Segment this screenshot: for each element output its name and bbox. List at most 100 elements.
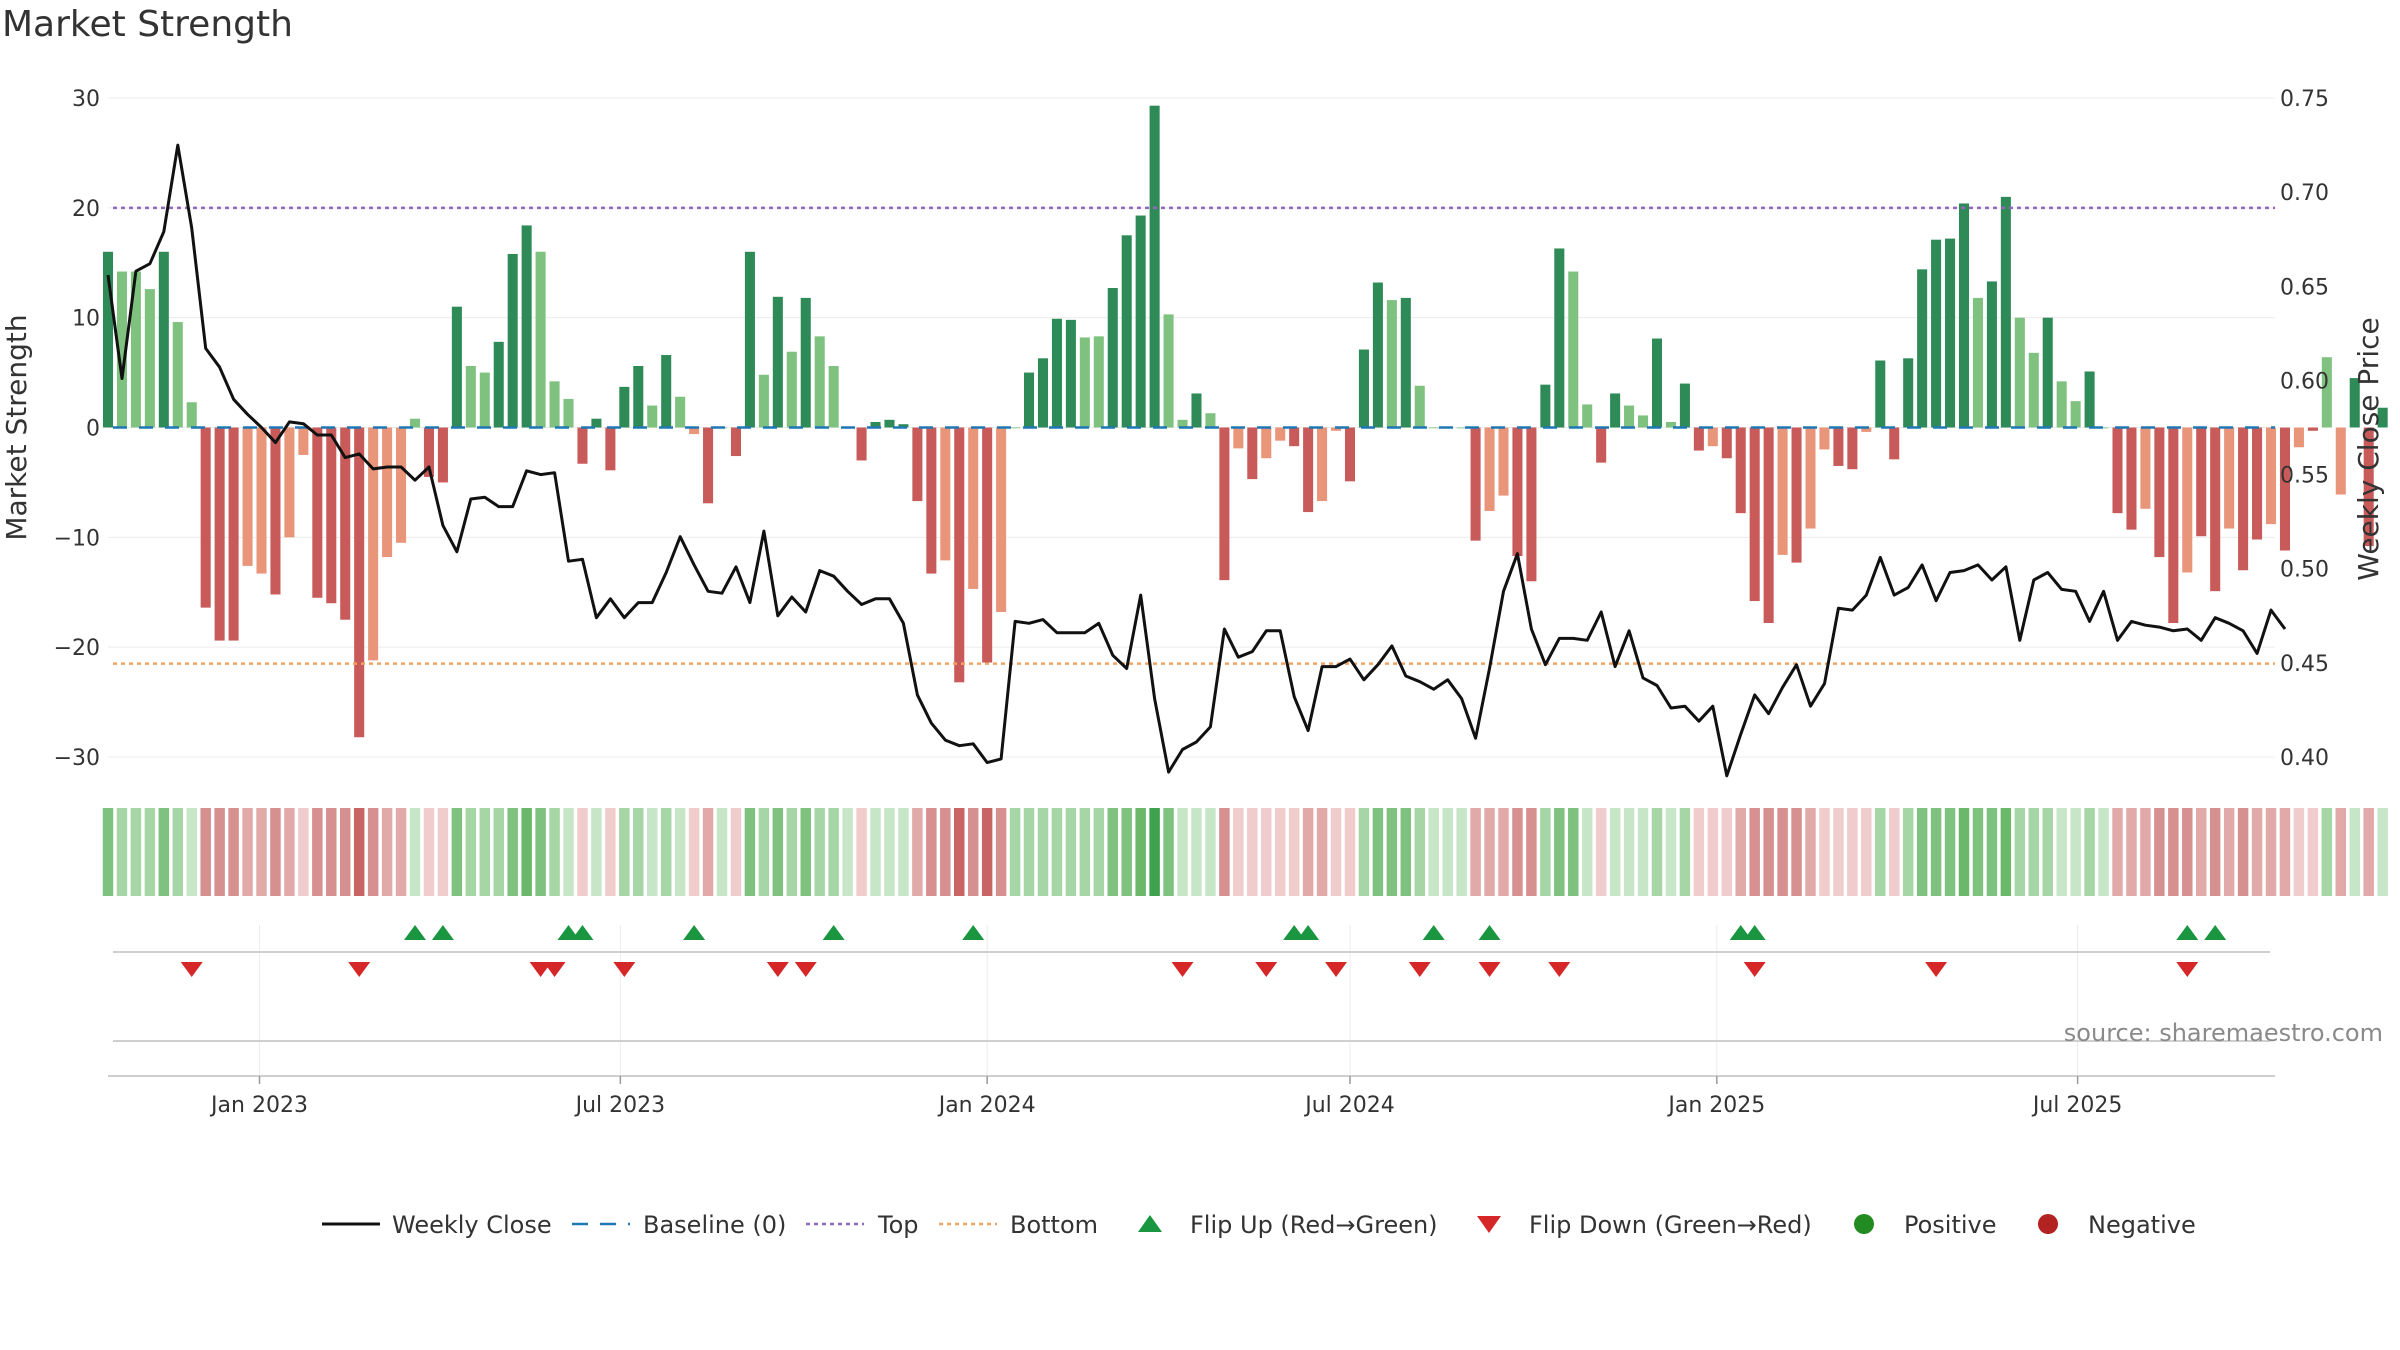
strength-bar [116,271,127,428]
strength-bar [1317,427,1328,502]
strip-cell [1540,808,1551,896]
strength-bar [577,427,588,464]
strength-bar [563,398,574,428]
y2-tick-label: 0.45 [2280,652,2329,677]
legend-negative-label: Negative [2088,1211,2196,1239]
y-tick-label: 10 [72,307,100,332]
strength-bar [996,427,1007,613]
strip-cell [1163,808,1174,896]
y2-tick-label: 0.65 [2280,275,2329,300]
x-tick-label: Jul 2023 [574,1093,666,1118]
strength-bar [2363,427,2374,547]
strength-bar [158,251,169,428]
strength-bar [549,381,560,428]
strength-bar [1749,427,1760,602]
strength-bar [2112,427,2123,514]
strip-cell [1288,808,1300,896]
strip-cell [1944,808,1956,896]
strip-cell [730,808,742,896]
strength-bar [2070,401,2081,428]
strip-cell [1330,808,1342,896]
strip-cell [1623,808,1635,896]
strip-cell [2377,808,2388,896]
strip-cell [591,808,602,896]
strip-cell [1107,808,1118,896]
strip-cell [1442,808,1453,896]
y-tick-label: 30 [72,87,100,112]
strength-bar [968,427,979,589]
strip-cell [688,808,700,896]
strip-cell [2209,808,2221,896]
strip-cell [1093,808,1105,896]
strength-bar [1205,413,1216,428]
strip-cell [619,808,630,896]
strip-cell [130,808,142,896]
strip-cell [423,808,435,896]
strip-cell [1079,808,1091,896]
weekly-close-layer [106,143,2287,778]
strength-bar [1791,427,1802,563]
strip-cell [1721,808,1733,896]
strength-bar [744,251,755,428]
strip-cell [451,808,463,896]
flip-up-marker [1422,925,1445,940]
strip-cell [2196,808,2207,896]
strip-cell [1526,808,1537,896]
strip-cell [1651,808,1663,896]
strip-cell [409,808,421,896]
strip-cell [1191,808,1202,896]
strength-bar [144,289,155,428]
strength-bar [535,251,546,428]
strength-bar [1358,349,1369,428]
strip-cell [2014,808,2026,896]
strength-bar [898,424,909,428]
strength-bar [2196,427,2207,537]
flip-up-marker [2176,925,2199,940]
strength-bar [1958,203,1970,428]
strength-bar [1498,427,1509,496]
strip-cell [172,808,184,896]
strength-bar [2084,371,2095,428]
strip-cell [1847,808,1858,896]
strip-cell [144,808,156,896]
strip-cell [633,808,644,896]
strength-bar [1247,427,1258,480]
strip-cell [2279,808,2291,896]
x-tick-label: Jan 2023 [209,1093,308,1118]
strip-cell [1414,808,1425,896]
y2-tick-label: 0.55 [2280,464,2329,489]
strength-bar [396,427,407,543]
strength-bar [1261,427,1272,459]
strength-bar [1191,393,1202,428]
strip-cell [507,808,518,896]
flip-up-marker [962,925,985,940]
y2-tick-label: 0.70 [2280,181,2329,206]
strength-bar [1679,383,1690,428]
y-axis-title: Market Strength [0,314,33,540]
strip-cell [521,808,532,896]
strip-cell [2098,808,2109,896]
y-axis-right: 0.75 0.70 0.65 0.60 0.55 0.50 0.45 0.40 Weekly C… [2280,87,2385,771]
strip-cell [1707,808,1719,896]
strip-cell [326,808,337,896]
strength-bar [102,251,114,428]
strength-bar [1121,235,1132,428]
strength-bar [1065,319,1076,428]
strip-cell [647,808,658,896]
strength-bar [507,253,518,428]
strip-cell [1121,808,1132,896]
strength-bar [1568,271,1579,428]
strength-bar [1414,385,1425,428]
strip-cell [2042,808,2053,896]
strip-cell [1386,808,1398,896]
strip-cell [1833,808,1844,896]
flip-up-marker [2204,925,2227,940]
strip-cell [1009,808,1021,896]
x-tick-label: Jan 2025 [1666,1093,1765,1118]
strength-bar [1470,427,1481,541]
flip-down-marker [543,962,566,977]
strip-cell [1512,808,1523,896]
flip-down-marker [613,962,636,977]
